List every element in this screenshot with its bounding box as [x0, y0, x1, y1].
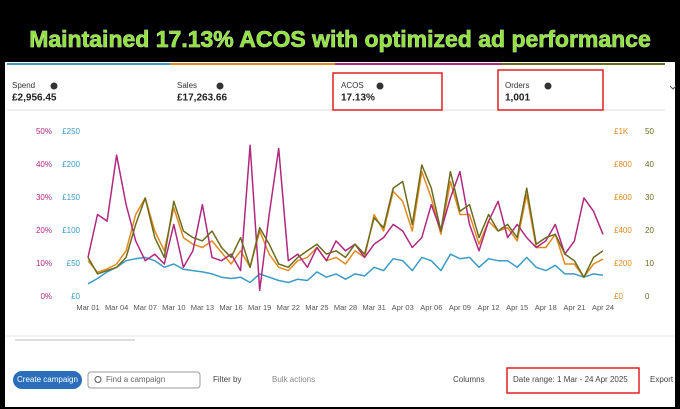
panel	[5, 62, 675, 407]
y-tick-label: 20%	[36, 226, 52, 235]
metric-name[interactable]: Orders	[505, 81, 529, 90]
bulk-actions[interactable]: Bulk actions	[272, 375, 315, 384]
series-line	[87, 164, 604, 278]
y-tick-label: £400	[614, 226, 632, 235]
x-tick-label: Apr 15	[506, 303, 528, 312]
x-tick-label: Mar 01	[76, 303, 99, 312]
y-tick-label: 20	[645, 226, 654, 235]
x-tick-label: Mar 31	[362, 303, 385, 312]
y-tick-label: £250	[62, 127, 80, 136]
highlight-box	[332, 72, 443, 111]
y-tick-label: 0%	[40, 292, 52, 301]
y-tick-label: £0	[71, 292, 80, 301]
search-icon	[94, 376, 102, 383]
x-tick-label: Mar 13	[191, 303, 214, 312]
metric-value: £2,956.45	[12, 93, 57, 104]
y-tick-label: 50%	[36, 127, 52, 136]
x-tick-label: Mar 25	[305, 303, 328, 312]
x-tick-label: Apr 18	[535, 303, 557, 312]
metrics: Spend £2,956.45 Sales £17,263.66 ACOS 17…	[12, 81, 677, 104]
y-tick-label: £0	[614, 292, 623, 301]
columns-dropdown[interactable]: Columns	[453, 375, 485, 384]
metric-value: 1,001	[505, 93, 530, 104]
button-label: Create campaign	[17, 375, 78, 384]
x-tick-label: Apr 09	[449, 303, 471, 312]
series-line	[87, 170, 604, 278]
y-tick-label: £800	[614, 160, 632, 169]
chart: 0% 10% 20% 30% 40% 50% £0 £50 £100 £150 £200 £250 £0…	[36, 127, 654, 312]
x-tick-label: Apr 06	[420, 303, 442, 312]
x-tick-label: Mar 16	[219, 303, 242, 312]
y-tick-label: 50	[645, 127, 654, 136]
x-tick-label: Mar 10	[162, 303, 185, 312]
x-tick-label: Mar 07	[134, 303, 157, 312]
y-tick-label: 30%	[36, 193, 52, 202]
metric-name[interactable]: Sales	[177, 81, 197, 90]
y-tick-label: 10	[645, 259, 654, 268]
info-icon[interactable]	[50, 82, 58, 90]
y-tick-label: 40%	[36, 160, 52, 169]
date-range[interactable]: Date range: 1 Mar - 24 Apr 2025	[513, 375, 628, 384]
headline: Maintained 17.13% ACOS with optimized ad…	[29, 26, 651, 52]
info-icon[interactable]	[216, 82, 224, 90]
y-tick-label: £50	[67, 259, 81, 268]
info-icon[interactable]	[544, 82, 552, 90]
y-tick-label: £150	[62, 193, 80, 202]
highlight-box	[497, 69, 604, 111]
metric-value: 17.13%	[341, 93, 375, 104]
y-tick-label: £600	[614, 193, 632, 202]
series-line	[87, 253, 604, 285]
y-tick-label: £200	[62, 160, 80, 169]
x-tick-label: Apr 12	[478, 303, 500, 312]
metric-value: £17,263.66	[177, 93, 227, 104]
info-icon[interactable]	[376, 82, 384, 90]
x-tick-label: Apr 24	[592, 303, 614, 312]
create-button[interactable]	[13, 371, 82, 389]
x-tick-label: Mar 04	[105, 303, 128, 312]
search-placeholder: Find a campaign	[106, 375, 165, 384]
x-tick-label: Apr 21	[563, 303, 585, 312]
search-box[interactable]	[87, 371, 201, 389]
y-tick-label: 0	[645, 292, 650, 301]
x-tick-label: Mar 22	[277, 303, 300, 312]
y-tick-label: 10%	[36, 259, 52, 268]
highlight-box	[506, 367, 640, 394]
filter-dropdown[interactable]: Filter by	[213, 375, 241, 384]
metric-name[interactable]: Spend	[12, 81, 35, 90]
y-tick-label: £1K	[614, 127, 629, 136]
metric-name[interactable]: ACOS	[341, 81, 364, 90]
x-tick-label: Apr 03	[392, 303, 414, 312]
y-tick-label: 40	[645, 160, 654, 169]
chevron[interactable]	[669, 85, 677, 90]
y-tick-label: 30	[645, 193, 654, 202]
y-tick-label: £200	[614, 259, 632, 268]
y-tick-label: £100	[62, 226, 80, 235]
export-button[interactable]: Export	[650, 375, 674, 384]
x-tick-label: Mar 19	[248, 303, 271, 312]
x-tick-label: Mar 28	[334, 303, 357, 312]
series-line	[87, 144, 604, 292]
